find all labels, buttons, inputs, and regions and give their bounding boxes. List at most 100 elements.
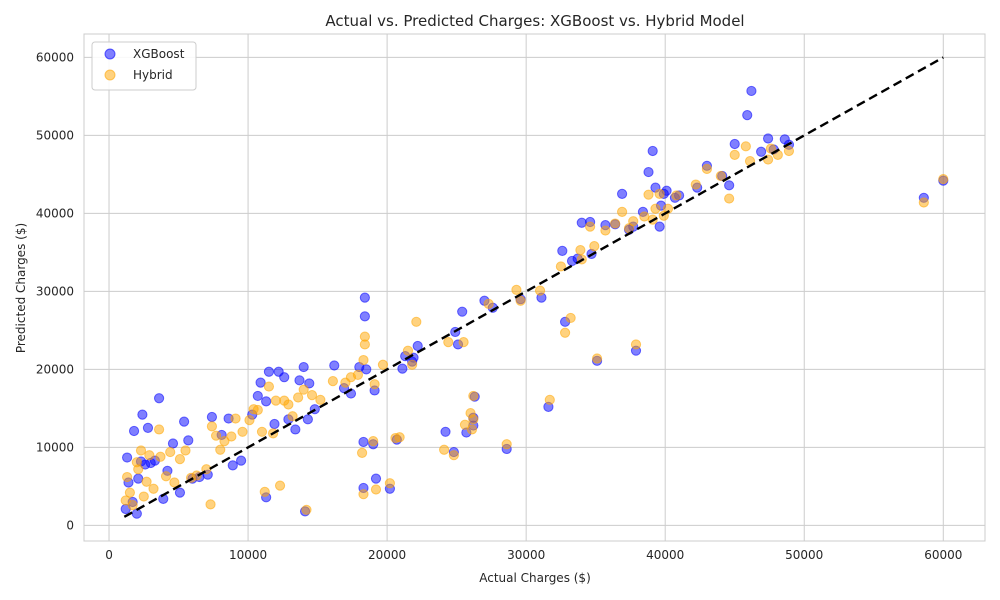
hybrid-point <box>662 203 674 214</box>
xgboost-point <box>206 411 218 423</box>
x-axis-label: Actual Charges ($) <box>479 571 591 585</box>
legend: XGBoost Hybrid <box>91 41 197 91</box>
hybrid-point <box>515 295 526 306</box>
xgboost-point <box>290 424 301 435</box>
xgboost-point <box>252 390 263 402</box>
hybrid-point <box>226 431 237 442</box>
hybrid-point <box>654 188 665 199</box>
y-axis-label: Predicted Charges ($) <box>14 223 28 353</box>
hybrid-point <box>639 211 650 222</box>
xgboost-point <box>128 425 140 437</box>
hybrid-point <box>394 432 405 443</box>
hybrid-point <box>358 354 369 366</box>
xgboost-point <box>576 217 587 228</box>
xgboost-point <box>329 360 340 371</box>
xgboost-point <box>370 473 382 484</box>
xgboost-point <box>762 133 774 144</box>
hybrid-point <box>468 390 479 402</box>
hybrid-point <box>690 179 701 190</box>
hybrid-point <box>191 470 202 481</box>
hybrid-point <box>274 480 286 491</box>
hybrid-point <box>230 413 241 424</box>
hybrid-point <box>306 390 318 401</box>
hybrid-point <box>124 487 135 498</box>
hybrid-point <box>765 143 776 154</box>
y-tick-label: 0 <box>66 518 74 532</box>
xgboost-point <box>397 363 408 374</box>
xgboost-point <box>440 426 451 437</box>
hybrid-point <box>368 436 379 447</box>
y-tick-label: 30000 <box>36 284 74 298</box>
xgboost-point <box>724 180 735 191</box>
hybrid-point <box>256 426 268 437</box>
legend-box <box>91 41 197 91</box>
hybrid-point <box>359 339 370 350</box>
hybrid-point <box>443 337 454 348</box>
hybrid-point <box>205 499 216 510</box>
hybrid-point <box>724 193 735 204</box>
x-tick-label: 30000 <box>507 548 545 562</box>
xgboost-point <box>358 436 369 448</box>
hybrid-point <box>671 190 682 201</box>
hybrid-point <box>600 225 611 236</box>
hybrid-point <box>169 477 180 488</box>
hybrid-point <box>402 345 414 356</box>
hybrid-point <box>407 359 418 370</box>
xgboost-point <box>654 221 665 232</box>
hybrid-point <box>439 444 450 455</box>
hybrid-point <box>565 312 576 324</box>
hybrid-point <box>384 478 395 489</box>
xgboost-point <box>183 435 194 446</box>
axis-ticks: 0 10000 20000 30000 40000 50000 60000 0 10000 200… <box>36 50 963 562</box>
hybrid-point <box>918 197 929 208</box>
hybrid-point <box>370 484 382 495</box>
hybrid-point <box>643 189 654 200</box>
hybrid-point <box>259 486 270 497</box>
hybrid-point <box>701 163 713 175</box>
hybrid-point <box>215 444 226 455</box>
hybrid-point <box>616 206 628 217</box>
x-tick-label: 0 <box>105 548 113 562</box>
xgboost-point <box>643 166 654 178</box>
legend-hybrid-marker <box>104 69 116 81</box>
xgboost-point <box>294 375 305 386</box>
hybrid-point <box>356 447 368 458</box>
hybrid-point <box>160 471 172 482</box>
xgboost-point <box>236 455 247 466</box>
xgboost-point <box>153 393 165 404</box>
hybrid-point <box>544 394 555 405</box>
hybrid-point <box>210 430 222 441</box>
xgboost-point <box>137 409 148 420</box>
hybrid-point <box>133 464 144 475</box>
hybrid-point <box>628 216 639 227</box>
hybrid-point <box>327 376 338 387</box>
hybrid-point <box>138 491 149 502</box>
hybrid-point <box>153 424 165 435</box>
hybrid-point <box>148 483 159 494</box>
xgboost-point <box>227 460 238 471</box>
xgboost-point <box>457 306 468 317</box>
xgboost-point <box>557 245 568 256</box>
hybrid-point <box>555 261 567 272</box>
hybrid-point <box>120 495 131 506</box>
xgboost-point <box>616 188 628 199</box>
hybrid-point <box>252 404 263 416</box>
xgboost-point <box>261 396 272 407</box>
y-tick-label: 50000 <box>36 128 74 142</box>
hybrid-point <box>483 298 494 309</box>
x-tick-label: 40000 <box>646 548 684 562</box>
hybrid-point <box>715 170 726 182</box>
xgboost-point <box>298 361 309 373</box>
hybrid-point <box>127 500 138 511</box>
xgboost-point <box>412 340 423 352</box>
hybrid-point <box>141 476 152 487</box>
hybrid-point <box>155 451 166 462</box>
hybrid-point <box>237 426 248 437</box>
hybrid-point <box>301 504 312 515</box>
xgboost-point <box>302 414 313 425</box>
hybrid-point <box>589 241 600 252</box>
xgboost-point <box>122 452 133 463</box>
legend-hybrid-label: Hybrid <box>133 68 173 82</box>
hybrid-point <box>122 471 133 483</box>
xgboost-point <box>255 377 266 388</box>
